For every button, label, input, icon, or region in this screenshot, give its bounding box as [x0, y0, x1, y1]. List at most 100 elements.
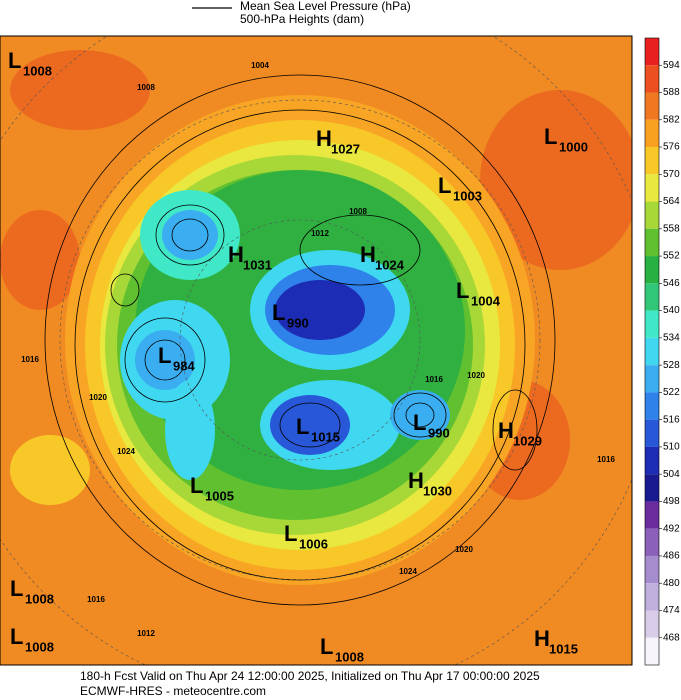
- colorbar-label: 510: [663, 442, 680, 453]
- footer-source: ECMWF-HRES - meteocentre.com: [80, 684, 266, 698]
- pressure-center-value: 1015: [311, 429, 340, 444]
- colorbar-label: 588: [663, 87, 680, 98]
- colorbar-label: 504: [663, 469, 680, 480]
- colorbar-swatch: [645, 147, 659, 175]
- footer-valid: 180-h Fcst Valid on Thu Apr 24 12:00:00 …: [80, 669, 540, 683]
- pressure-center-value: 1003: [453, 188, 482, 203]
- pressure-center-letter: L: [438, 173, 451, 198]
- colorbar-label: 498: [663, 496, 680, 507]
- colorbar-label: 576: [663, 142, 680, 153]
- colorbar-label: 486: [663, 551, 680, 562]
- pressure-center-value: 1030: [423, 483, 452, 498]
- pressure-center-value: 1008: [25, 591, 54, 606]
- isobar-label: 1016: [597, 455, 615, 464]
- pressure-center-letter: L: [158, 343, 171, 368]
- colorbar-frame: [644, 37, 660, 666]
- isobar-label: 1024: [399, 567, 417, 576]
- pressure-center-value: 1015: [549, 641, 578, 656]
- pressure-center-value: 1024: [375, 257, 405, 272]
- colorbar-label: 468: [663, 632, 680, 643]
- colorbar-label: 582: [663, 114, 680, 125]
- legend-mslp: Mean Sea Level Pressure (hPa): [240, 0, 411, 13]
- isobar-label: 1012: [137, 629, 155, 638]
- colorbar-label: 552: [663, 251, 680, 262]
- pressure-center-value: 1005: [205, 488, 234, 503]
- pressure-center-value: 990: [428, 425, 450, 440]
- legend-heights: 500-hPa Heights (dam): [240, 12, 364, 26]
- colorbar-swatch: [645, 637, 659, 665]
- pressure-center-letter: H: [534, 626, 550, 651]
- pressure-center-value: 984: [173, 358, 195, 373]
- pressure-center-value: 1000: [559, 139, 588, 154]
- pressure-center-letter: H: [316, 126, 332, 151]
- colorbar-swatch: [645, 92, 659, 120]
- pressure-center-letter: L: [413, 410, 426, 435]
- colorbar-label: 528: [663, 360, 680, 371]
- pressure-center-letter: L: [272, 300, 285, 325]
- colorbar-swatch: [645, 174, 659, 202]
- colorbar-swatch: [645, 555, 659, 584]
- colorbar-swatch: [645, 38, 659, 66]
- pressure-center-letter: L: [544, 124, 557, 149]
- colorbar-swatch: [645, 201, 659, 229]
- colorbar-label: 492: [663, 523, 680, 534]
- map-frame: [0, 35, 633, 666]
- pressure-center-value: 1008: [23, 63, 52, 78]
- pressure-center-value: 1031: [243, 257, 272, 272]
- colorbar-label: 534: [663, 333, 680, 344]
- colorbar-label: 570: [663, 169, 680, 180]
- colorbar-label: 474: [663, 605, 680, 616]
- colorbar-swatch: [645, 256, 659, 284]
- isobar-label: 1020: [467, 371, 485, 380]
- isobar-label: 1008: [137, 83, 155, 92]
- colorbar-label: 516: [663, 414, 680, 425]
- colorbar-swatch: [645, 337, 659, 366]
- pressure-center-letter: L: [456, 278, 469, 303]
- colorbar-swatch: [645, 228, 659, 257]
- pressure-center-letter: L: [8, 48, 21, 73]
- colorbar-swatch: [645, 474, 659, 502]
- colorbar-swatch: [645, 528, 659, 556]
- isobar-label: 1008: [349, 207, 367, 216]
- colorbar-label: 558: [663, 223, 680, 234]
- colorbar-swatch: [645, 446, 659, 475]
- isobar-label: 1012: [311, 229, 329, 238]
- isobar-label: 1020: [89, 393, 107, 402]
- colorbar-swatch: [645, 501, 659, 529]
- colorbar-swatch: [645, 283, 659, 311]
- colorbar-swatch: [645, 65, 659, 93]
- isobar-label: 1016: [87, 595, 105, 604]
- colorbar-label: 546: [663, 278, 680, 289]
- pressure-center-value: 1004: [471, 293, 501, 308]
- pressure-center-letter: H: [498, 418, 514, 443]
- colorbar-swatch: [645, 392, 659, 420]
- colorbar-label: 480: [663, 578, 680, 589]
- colorbar-swatch: [645, 610, 659, 638]
- pressure-center-value: 990: [287, 315, 309, 330]
- pressure-center-value: 1008: [335, 649, 364, 664]
- colorbar-label: 540: [663, 305, 680, 316]
- colorbar-swatch: [645, 419, 659, 447]
- pressure-center-letter: L: [320, 634, 333, 659]
- colorbar-label: 522: [663, 387, 680, 398]
- colorbar-swatch: [645, 365, 659, 393]
- isobar-label: 1024: [117, 447, 135, 456]
- pressure-center-value: 1008: [25, 639, 54, 654]
- colorbar-label: 564: [663, 196, 680, 207]
- pressure-center-letter: H: [408, 468, 424, 493]
- isobar-label: 1020: [455, 545, 473, 554]
- colorbar-label: 594: [663, 60, 680, 71]
- isobar-label: 1016: [425, 375, 443, 384]
- map: [0, 36, 632, 665]
- pressure-center-value: 1029: [513, 433, 542, 448]
- isobar-label: 1016: [21, 355, 39, 364]
- colorbar-swatch: [645, 119, 659, 148]
- pressure-center-letter: H: [228, 242, 244, 267]
- pressure-center-letter: L: [296, 414, 309, 439]
- pressure-center-letter: H: [360, 242, 376, 267]
- pressure-center-letter: L: [190, 473, 203, 498]
- colorbar-swatch: [645, 583, 659, 611]
- pressure-center-letter: L: [10, 624, 23, 649]
- pressure-center-letter: L: [10, 576, 23, 601]
